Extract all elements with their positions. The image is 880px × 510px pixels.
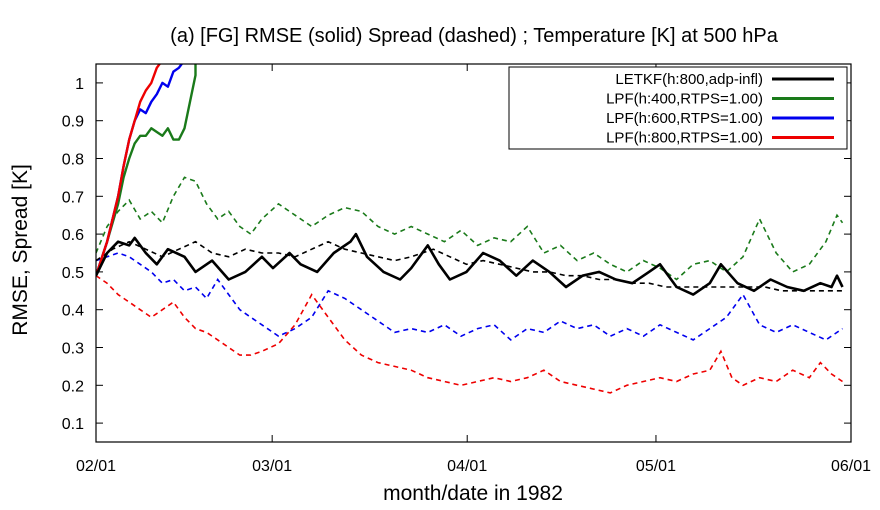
x-tick-label: 05/01 (636, 458, 676, 475)
x-tick-label: 02/01 (76, 458, 116, 475)
legend-box (508, 66, 848, 150)
y-tick-label: 0.4 (62, 303, 84, 320)
y-tick-label: 0.6 (62, 227, 84, 244)
y-axis-label: RMSE, Spread [K] (9, 164, 32, 336)
axis-ticks: 0.1 0.2 0.3 0.4 0.5 0.6 0.7 0.8 0.9 1 02/01 03/01 04… (62, 64, 871, 475)
y-tick-label: 0.3 (62, 341, 84, 358)
chart-title: (a) [FG] RMSE (solid) Spread (dashed) ; … (170, 25, 779, 47)
series-spread-line (96, 176, 844, 281)
y-tick-label: 0.1 (62, 416, 84, 433)
x-tick-label: 03/01 (252, 458, 292, 475)
series-spread-line (96, 240, 843, 292)
series-rmse-line (96, 64, 197, 277)
plot-frame (95, 63, 852, 443)
plot-series (96, 64, 844, 394)
legend: LETKF(h:800,adp-infl) LPF(h:400,RTPS=1.00… (508, 66, 848, 150)
series-rmse-line (96, 64, 162, 277)
series-spread-line (96, 252, 843, 341)
series-spread-line (96, 275, 843, 394)
y-tick-label: 0.5 (62, 265, 84, 282)
x-tick-label: 04/01 (447, 458, 487, 475)
y-tick-label: 0.9 (62, 114, 84, 131)
y-tick-label: 0.2 (62, 378, 84, 395)
y-tick-label: 0.8 (62, 152, 84, 169)
legend-label: LETKF(h:800,adp-infl) (615, 71, 763, 88)
y-tick-label: 0.7 (62, 189, 84, 206)
x-tick-label: 06/01 (831, 458, 871, 475)
legend-label: LPF(h:400,RTPS=1.00) (606, 91, 763, 108)
legend-label: LPF(h:800,RTPS=1.00) (606, 130, 763, 147)
y-tick-label: 1 (75, 76, 84, 93)
legend-label: LPF(h:600,RTPS=1.00) (606, 110, 763, 127)
series-rmse-line (96, 232, 844, 296)
x-axis-label: month/date in 1982 (383, 482, 563, 505)
